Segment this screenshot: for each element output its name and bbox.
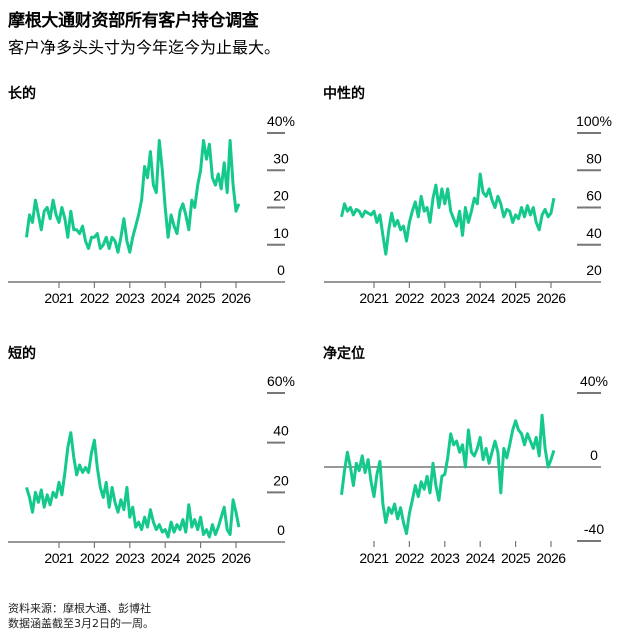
x-tick-label: 2025: [186, 290, 216, 306]
x-tick-label: 2022: [395, 550, 425, 566]
chart-title: 短的: [8, 345, 36, 361]
chart-panel-2: 中性的 100% 80 60 40 20 2021 2022 2023 2024 2025 2026: [323, 85, 612, 306]
chart-title: 净定位: [323, 345, 365, 361]
y-tick-label: 80: [586, 150, 602, 166]
y-tick-label: 40%: [580, 373, 608, 389]
source-note: 资料来源：摩根大通、彭博社: [8, 602, 151, 615]
data-line: [340, 172, 556, 256]
y-tick-label: 20: [273, 188, 289, 204]
x-tick-label: 2024: [151, 290, 181, 306]
y-tick-label: 30: [273, 150, 289, 166]
data-line: [25, 431, 241, 539]
x-tick-label: 2026: [536, 550, 566, 566]
x-tick-label: 2023: [430, 550, 460, 566]
x-tick-label: 2026: [536, 290, 566, 306]
x-tick-label: 2026: [221, 550, 251, 566]
x-tick-label: 2021: [359, 290, 389, 306]
y-tick-label: 20: [273, 472, 289, 488]
x-tick-label: 2026: [221, 290, 251, 306]
y-tick-label: -40: [584, 521, 604, 537]
y-tick-label: 10: [273, 225, 289, 241]
x-tick-label: 2021: [359, 550, 389, 566]
y-tick-label: 60: [586, 188, 602, 204]
y-tick-label: 40%: [267, 113, 295, 129]
chart-title: 中性的: [323, 85, 365, 101]
chart-panel-4: 净定位 40% 0 -40 2021 2022 2023 2024 2025 2026: [323, 345, 608, 566]
data-line: [25, 139, 241, 254]
y-tick-label: 0: [590, 447, 598, 463]
y-tick-label: 60%: [267, 373, 295, 389]
x-tick-label: 2023: [115, 290, 145, 306]
chart-panel-1: 长的 40% 30 20 10 0 2021 2022 2023 2024 2025 2026: [8, 85, 295, 306]
data-line: [340, 413, 556, 536]
y-tick-label: 40: [586, 225, 602, 241]
page-title: 摩根大通财资部所有客户持仓调查: [8, 11, 259, 31]
y-tick-label: 20: [586, 262, 602, 278]
x-tick-label: 2021: [44, 290, 74, 306]
x-tick-label: 2025: [501, 550, 531, 566]
x-tick-label: 2023: [430, 290, 460, 306]
x-tick-label: 2022: [395, 290, 425, 306]
y-tick-label: 0: [277, 262, 285, 278]
chart-panel-3: 短的 60% 40 20 0 2021 2022 2023 2024 2025 2026: [8, 345, 295, 566]
x-tick-label: 2023: [115, 550, 145, 566]
x-tick-label: 2022: [80, 290, 110, 306]
y-tick-label: 100%: [576, 113, 612, 129]
coverage-note: 数据涵盖截至3月2日的一周。: [8, 617, 154, 630]
x-tick-label: 2022: [80, 550, 110, 566]
chart-title: 长的: [8, 85, 36, 101]
y-tick-label: 40: [273, 423, 289, 439]
x-tick-label: 2024: [466, 290, 496, 306]
page-subtitle: 客户净多头头寸为今年迄今为止最大。: [8, 38, 281, 57]
x-tick-label: 2025: [501, 290, 531, 306]
x-tick-label: 2021: [44, 550, 74, 566]
x-tick-label: 2025: [186, 550, 216, 566]
x-tick-label: 2024: [151, 550, 181, 566]
x-tick-label: 2024: [466, 550, 496, 566]
y-tick-label: 0: [277, 522, 285, 538]
